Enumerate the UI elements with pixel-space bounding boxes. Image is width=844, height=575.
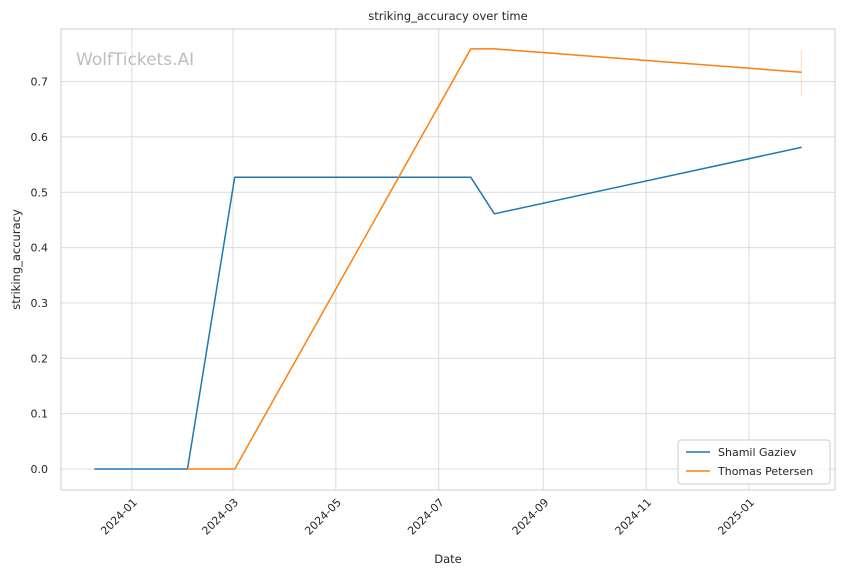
- watermark-text: WolfTickets.AI: [76, 50, 194, 70]
- y-tick-label: 0.6: [31, 131, 49, 144]
- data-point: [234, 468, 236, 470]
- y-tick-label: 0.5: [31, 186, 49, 199]
- y-axis-ticks: 0.0 0.1 0.2 0.3 0.4 0.5 0.6 0.7: [31, 76, 49, 476]
- grid: [61, 29, 835, 490]
- legend-entry-label: Thomas Petersen: [717, 465, 813, 478]
- data-point: [800, 146, 802, 149]
- data-point: [493, 213, 495, 215]
- legend: Shamil Gaziev Thomas Petersen: [677, 439, 831, 485]
- data-point: [800, 71, 802, 73]
- series-layer: [94, 48, 802, 470]
- y-tick-label: 0.2: [31, 352, 49, 365]
- y-tick-label: 0.7: [31, 76, 49, 89]
- data-point: [94, 468, 96, 470]
- legend-box: [677, 439, 831, 485]
- data-point: [186, 468, 189, 470]
- y-tick-label: 0.4: [31, 242, 49, 255]
- series-line-shamil-gaziev: [94, 146, 802, 470]
- y-tick-label: 0.0: [31, 463, 49, 476]
- data-point: [470, 48, 472, 50]
- data-point: [493, 48, 495, 50]
- plot-frame: [60, 28, 836, 491]
- x-axis-label: Date: [434, 552, 462, 566]
- y-tick-label: 0.1: [31, 408, 49, 421]
- y-axis-label: striking_accuracy: [9, 209, 23, 310]
- data-point: [234, 176, 236, 178]
- chart-title: striking_accuracy over time: [368, 9, 527, 23]
- data-point: [470, 176, 472, 178]
- legend-entry-label: Shamil Gaziev: [718, 446, 797, 459]
- y-tick-label: 0.3: [31, 297, 49, 310]
